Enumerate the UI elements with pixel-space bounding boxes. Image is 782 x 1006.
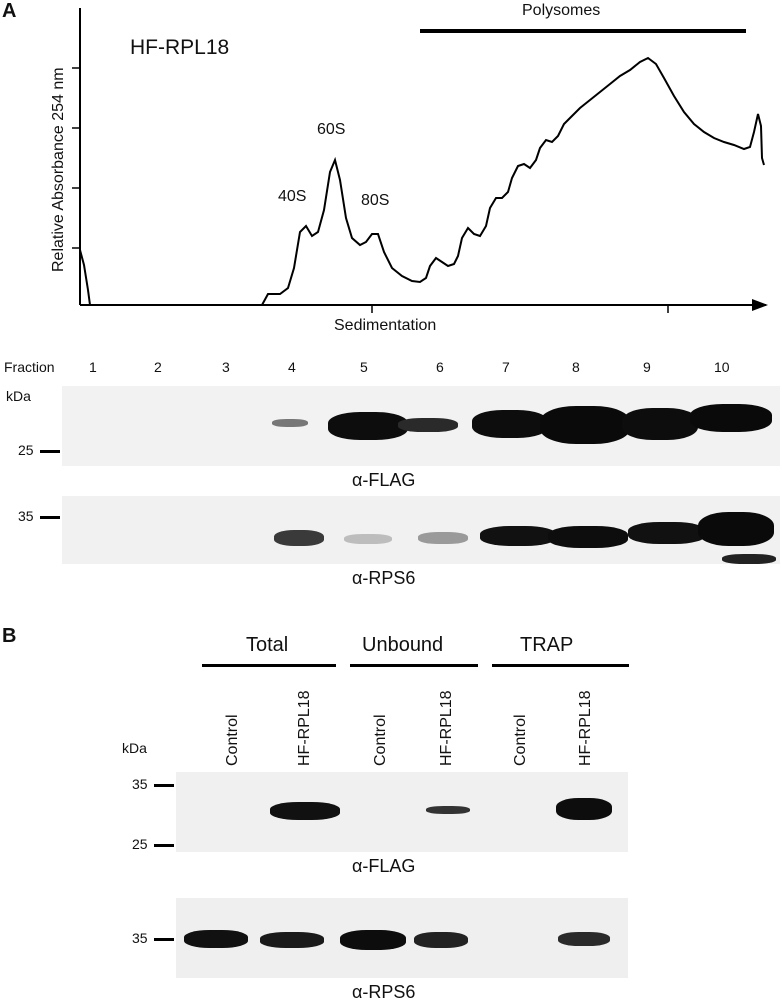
fraction-number: 9 [643,359,651,375]
group-label-trap: TRAP [520,634,574,656]
western-blot-rps6-b [176,898,628,978]
blot-band [184,930,248,948]
panel-a-letter: A [2,0,17,22]
group-underline [350,664,478,667]
blot-band [398,418,458,432]
blot-band [344,534,392,544]
fraction-number: 7 [502,359,510,375]
lane-label: HF-RPL18 [438,690,455,766]
blot-band [480,526,556,546]
peak-label-80s: 80S [361,192,390,209]
blot-band [274,530,324,546]
group-underline [492,664,629,667]
marker-tick [40,450,60,453]
lane-label: HF-RPL18 [296,690,313,766]
lane-label: HF-RPL18 [577,690,594,766]
panel-b-letter: B [2,625,17,647]
x-axis-arrowhead [752,299,768,311]
antibody-label-flag-b: α-FLAG [352,856,416,876]
polysomes-label: Polysomes [522,2,601,19]
group-label-total: Total [246,634,289,656]
blot-band [328,412,408,440]
fraction-number: 5 [360,359,368,375]
fraction-number: 10 [714,359,730,375]
blot-band [558,932,610,946]
blot-band [260,932,324,948]
blot-band [270,802,340,820]
blot-band [426,806,470,814]
fraction-number: 3 [222,359,230,375]
blot-band [548,526,628,548]
absorbance-trace [79,56,765,306]
western-blot-rps6-a [62,496,780,564]
blot-band [722,554,776,564]
marker-25-b: 25 [132,836,148,852]
lane-label: Control [512,714,529,766]
marker-tick [154,784,174,787]
blot-band [418,532,468,544]
peak-label-60s: 60S [317,121,346,138]
lane-label: Control [224,714,241,766]
peak-label-40s: 40S [278,188,307,205]
western-blot-flag-a [62,386,780,466]
marker-35: 35 [18,508,34,524]
antibody-label-rps6-a: α-RPS6 [352,568,416,588]
fraction-number: 1 [89,359,97,375]
kda-label-b: kDa [122,740,147,756]
fraction-number: 6 [436,359,444,375]
marker-tick [40,516,60,519]
kda-label: kDa [6,388,31,404]
blot-band [272,419,308,427]
y-axis-label: Relative Absorbance 254 nm [50,67,67,272]
marker-25: 25 [18,442,34,458]
marker-35-b: 35 [132,776,148,792]
blot-band [540,406,630,444]
blot-band [698,512,774,546]
marker-tick [154,938,174,941]
blot-band [340,930,406,950]
group-underline [202,664,336,667]
blot-band [690,404,772,432]
blot-band [414,932,468,948]
fraction-header: Fraction [4,359,55,375]
marker-tick [154,844,174,847]
blot-band [622,408,698,440]
blot-band [472,410,548,438]
lane-label: Control [372,714,389,766]
fraction-number: 8 [572,359,580,375]
group-label-unbound: Unbound [362,634,444,656]
construct-label: HF-RPL18 [130,36,230,59]
marker-35-b2: 35 [132,930,148,946]
x-axis-label: Sedimentation [334,317,437,334]
western-blot-flag-b [176,772,628,852]
fraction-number: 4 [288,359,296,375]
antibody-label-rps6-b: α-RPS6 [352,982,416,1002]
antibody-label-flag-a: α-FLAG [352,470,416,490]
blot-band [628,522,706,544]
blot-band [556,798,612,820]
polysome-profile-chart [72,8,768,313]
fraction-number: 2 [154,359,162,375]
